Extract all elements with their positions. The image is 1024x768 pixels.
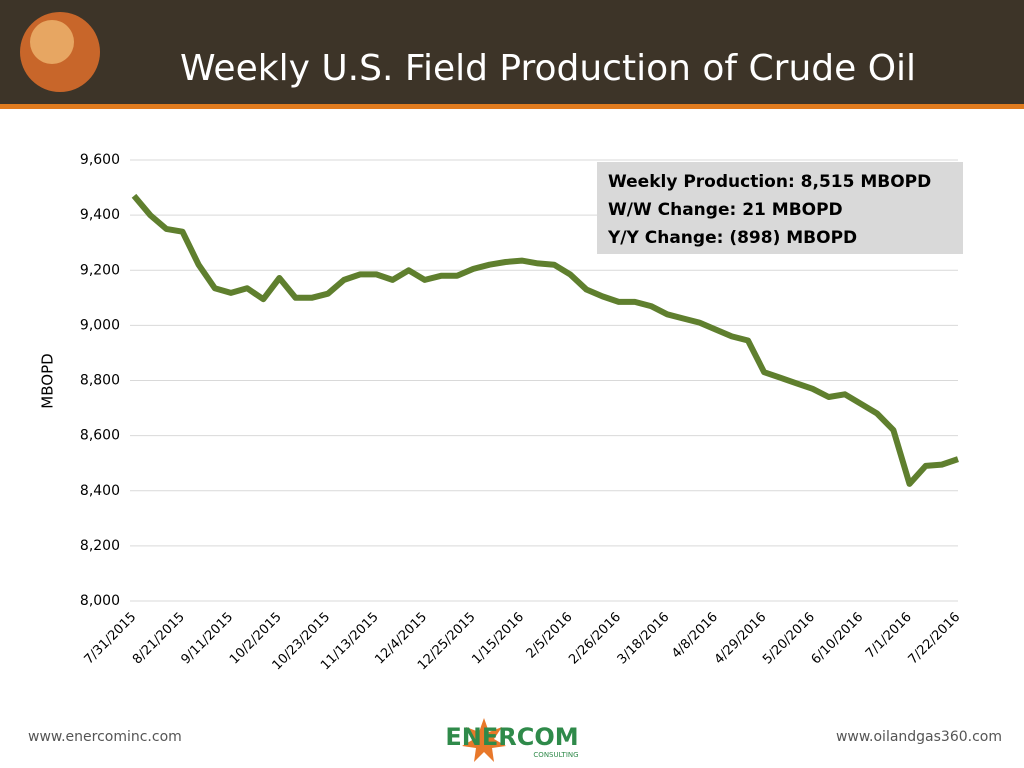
info-line: Weekly Production: 8,515 MBOPD [608,172,931,192]
logo-highlight [30,20,74,64]
logo-star [462,718,506,762]
info-box [597,162,963,254]
x-tick-label: 7/22/2016 [906,610,964,668]
header-band [0,0,1024,104]
y-tick-label: 8,200 [80,538,120,554]
x-tick-label: 3/18/2016 [615,610,673,668]
header-rule [0,104,1024,109]
y-tick-label: 9,000 [80,317,120,333]
footer-left: www.enercominc.com [28,729,182,745]
y-tick-label: 8,800 [80,373,120,389]
y-tick-label: 8,600 [80,428,120,444]
y-axis-label: MBOPD [39,353,57,408]
x-tick-label: 1/15/2016 [469,610,527,668]
y-tick-label: 9,400 [80,207,120,223]
data-line [131,193,959,487]
info-line: Y/Y Change: (898) MBOPD [607,228,857,248]
footer-logo: ENERCOM [445,723,578,751]
info-line: W/W Change: 21 MBOPD [608,200,843,220]
x-tick-label: 7/1/2016 [863,610,915,662]
y-tick-label: 8,400 [80,483,120,499]
chart-title: Weekly U.S. Field Production of Crude Oi… [180,48,916,89]
y-tick-label: 9,600 [80,152,120,168]
x-tick-label: 6/10/2016 [809,610,867,668]
footer-right: www.oilandgas360.com [836,729,1002,745]
footer-logo-sub: CONSULTING [533,751,578,759]
x-tick-label: 4/8/2016 [669,610,721,662]
y-tick-label: 9,200 [80,262,120,278]
y-tick-label: 8,000 [80,593,120,609]
x-tick-label: 2/5/2016 [524,610,576,662]
